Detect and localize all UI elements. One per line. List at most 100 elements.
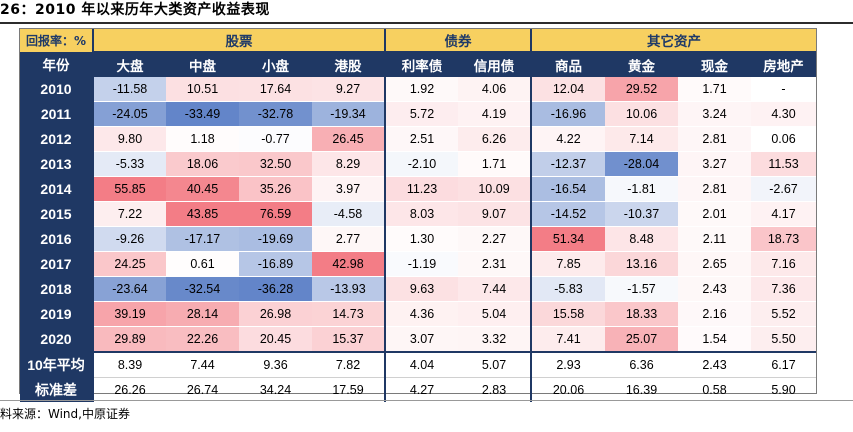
value-cell: 6.36 (605, 351, 678, 378)
value-cell: 17.59 (312, 377, 385, 402)
value-cell: 18.73 (751, 226, 816, 252)
value-cell: 26.74 (166, 377, 239, 402)
column-header: 黄金 (605, 51, 678, 77)
value-cell: 29.52 (605, 77, 678, 102)
value-cell: 7.16 (751, 251, 816, 277)
value-cell: 2.81 (678, 126, 751, 152)
value-cell: 40.45 (166, 176, 239, 202)
title-divider (0, 22, 853, 24)
value-cell: 4.36 (384, 301, 458, 327)
value-cell: 7.41 (530, 326, 605, 353)
value-cell: -23.64 (92, 276, 166, 302)
column-header: 港股 (312, 51, 385, 77)
value-cell: 28.14 (166, 301, 239, 327)
value-cell: 43.85 (166, 201, 239, 227)
table-row: 2010 -11.58 10.51 17.64 9.27 1.92 4.06 12.04 29.… (20, 77, 816, 102)
value-cell: 3.97 (312, 176, 385, 202)
value-cell: 1.54 (678, 326, 751, 353)
value-cell: 1.71 (678, 77, 751, 102)
value-cell: 9.27 (312, 77, 385, 102)
value-cell: 2.01 (678, 201, 751, 227)
value-cell: 4.19 (458, 101, 531, 127)
value-cell: -10.37 (605, 201, 678, 227)
value-cell: -16.96 (530, 101, 605, 127)
value-cell: 16.39 (605, 377, 678, 402)
summary-row: 标准差 26.26 26.74 34.24 17.59 4.27 2.83 20.06 16.3… (20, 377, 816, 402)
value-cell: 8.29 (312, 151, 385, 177)
value-cell: 20.06 (530, 377, 605, 402)
value-cell: 32.50 (239, 151, 312, 177)
value-cell: 6.17 (751, 351, 816, 378)
table-row: 2014 55.85 40.45 35.26 3.97 11.23 10.09 -16.54-… (20, 176, 816, 202)
summary-row: 10年平均 8.39 7.44 9.36 7.82 4.04 5.07 2.93 6.36 2.4… (20, 351, 816, 378)
return-rows: 2010 -11.58 10.51 17.64 9.27 1.92 4.06 12.04 29.… (20, 77, 816, 353)
value-cell: -0.77 (239, 126, 312, 152)
value-cell: 5.50 (751, 326, 816, 353)
value-cell: 9.63 (384, 276, 458, 302)
year-cell: 2012 (20, 126, 93, 152)
value-cell: 0.58 (678, 377, 751, 402)
value-cell: 1.71 (458, 151, 531, 177)
value-cell: 1.30 (384, 226, 458, 252)
value-cell: 26.45 (312, 126, 385, 152)
value-cell: -2.67 (751, 176, 816, 202)
table-row: 2012 9.80 1.18 -0.77 26.45 2.51 6.26 4.22 7.14 2.… (20, 126, 816, 152)
value-cell: -1.19 (384, 251, 458, 277)
value-cell: 76.59 (239, 201, 312, 227)
value-cell: 10.51 (166, 77, 239, 102)
value-cell: 5.52 (751, 301, 816, 327)
value-cell: 2.83 (458, 377, 531, 402)
value-cell: 3.32 (458, 326, 531, 353)
value-cell: -32.78 (239, 101, 312, 127)
year-cell: 2010 (20, 77, 93, 102)
value-cell: 10.06 (605, 101, 678, 127)
source-divider (0, 400, 853, 401)
value-cell: -32.54 (166, 276, 239, 302)
value-cell: 5.07 (458, 351, 531, 378)
table-row: 2018 -23.64 -32.54 -36.28 -13.93 9.63 7.44 -5.8… (20, 276, 816, 302)
value-cell: 2.51 (384, 126, 458, 152)
value-cell: 18.33 (605, 301, 678, 327)
year-cell: 2018 (20, 276, 93, 302)
value-cell: 15.58 (530, 301, 605, 327)
value-cell: 1.92 (384, 77, 458, 102)
value-cell: -9.26 (92, 226, 166, 252)
value-cell: -13.93 (312, 276, 385, 302)
value-cell: 2.31 (458, 251, 531, 277)
value-cell: 2.81 (678, 176, 751, 202)
value-cell: 34.24 (239, 377, 312, 402)
table-row: 2013 -5.33 18.06 32.50 8.29 -2.10 1.71 -12.37 -2… (20, 151, 816, 177)
value-cell: 4.27 (384, 377, 458, 402)
value-cell: 2.93 (530, 351, 605, 378)
value-cell: 18.06 (166, 151, 239, 177)
value-cell: -33.49 (166, 101, 239, 127)
value-cell: 3.07 (384, 326, 458, 353)
column-header-row: 年份 大盘 中盘 小盘 港股 利率债 信用债 商品 黄金 现金 房地产 (20, 51, 816, 77)
value-cell: -24.05 (92, 101, 166, 127)
table-row: 2011 -24.05 -33.49 -32.78 -19.34 5.72 4.19 -16.… (20, 101, 816, 127)
table-row: 2019 39.19 28.14 26.98 14.73 4.36 5.04 15.58 18.… (20, 301, 816, 327)
value-cell: 8.39 (92, 351, 166, 378)
value-cell: 22.26 (166, 326, 239, 353)
value-cell: -16.89 (239, 251, 312, 277)
value-cell: -19.69 (239, 226, 312, 252)
year-cell: 2015 (20, 201, 93, 227)
source-note: 料来源：Wind,中原证券 (0, 407, 130, 421)
year-cell: 2020 (20, 326, 93, 352)
value-cell: 8.03 (384, 201, 458, 227)
column-header: 大盘 (92, 51, 166, 77)
column-header: 现金 (678, 51, 751, 77)
value-cell: -1.81 (605, 176, 678, 202)
value-cell: -28.04 (605, 151, 678, 177)
value-cell: 26.98 (239, 301, 312, 327)
value-cell: -2.10 (384, 151, 458, 177)
value-cell: 7.36 (751, 276, 816, 302)
value-cell: 14.73 (312, 301, 385, 327)
year-cell: 2017 (20, 251, 93, 277)
table-row: 2017 24.25 0.61 -16.89 42.98 -1.19 2.31 7.85 13.… (20, 251, 816, 277)
column-header: 房地产 (751, 51, 816, 77)
value-cell: 9.07 (458, 201, 531, 227)
summary-label: 10年平均 (20, 351, 93, 378)
value-cell: 55.85 (92, 176, 166, 202)
value-cell: 6.26 (458, 126, 531, 152)
